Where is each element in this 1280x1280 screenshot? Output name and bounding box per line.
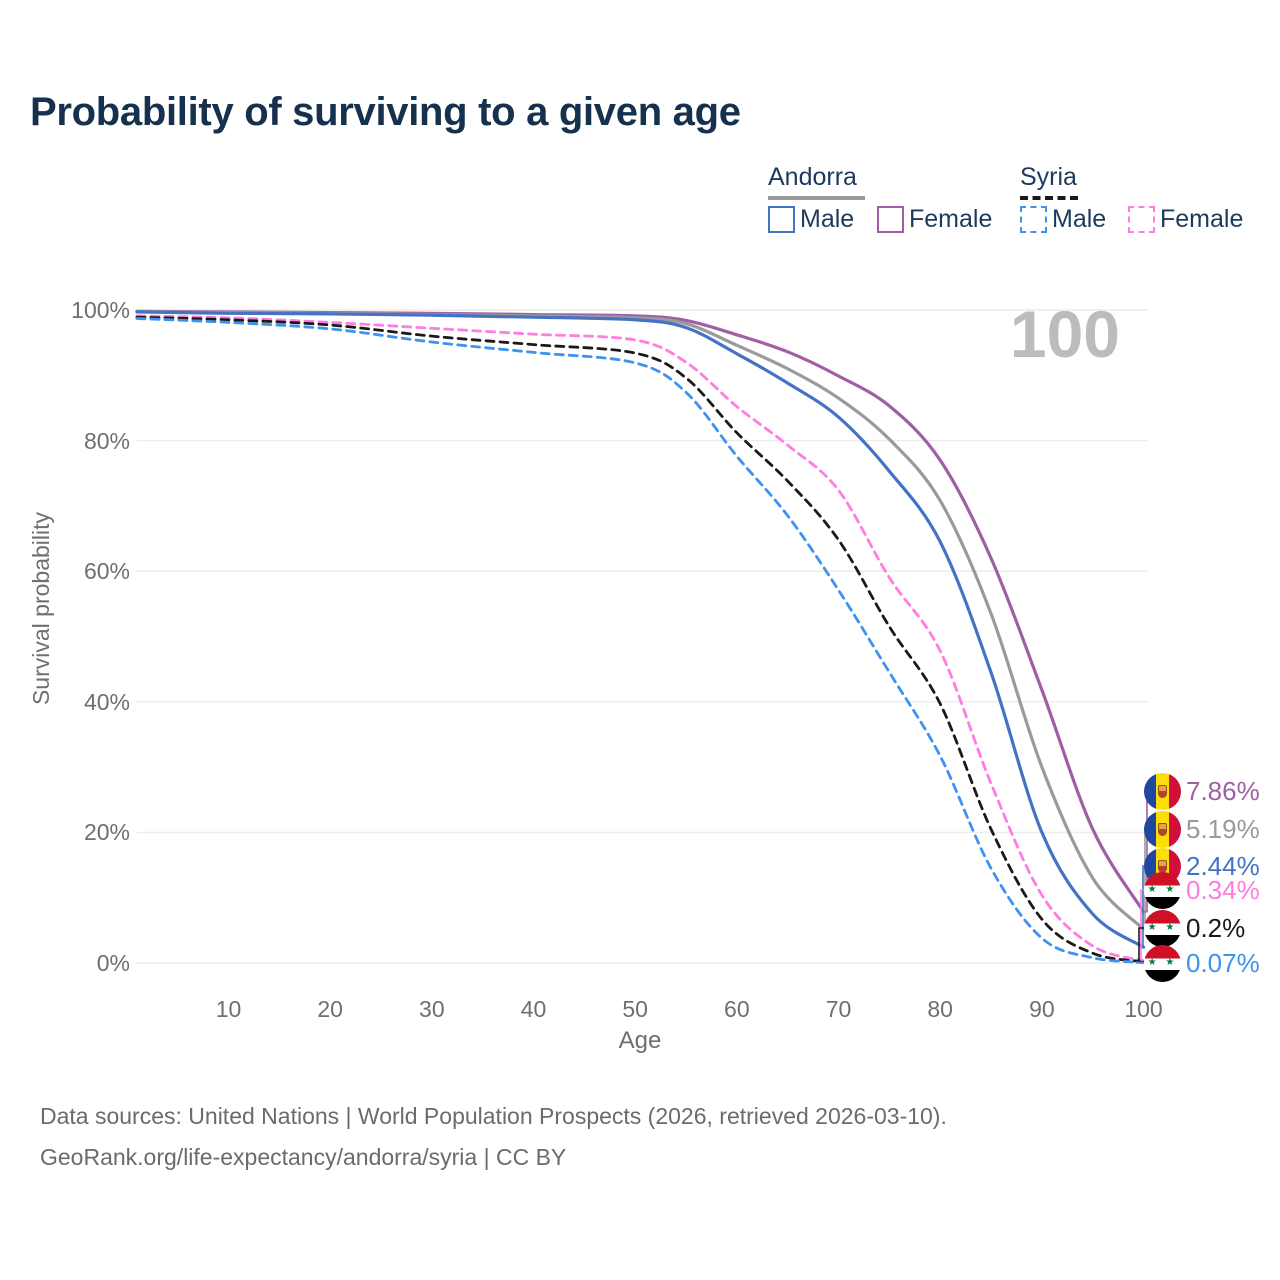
x-tick-50: 50 <box>622 996 648 1022</box>
legend-label-syria-female[interactable]: Female <box>1160 205 1244 233</box>
series-line-andorra-both <box>135 309 1146 931</box>
legend-country-andorra: Andorra <box>768 163 857 191</box>
andorra-coat-of-arms <box>1158 859 1167 873</box>
series-line-syria-both <box>135 315 1145 964</box>
series-line-andorra-male <box>135 310 1146 949</box>
andorra-flag-icon <box>1144 772 1181 810</box>
y-tick-100: 100% <box>71 297 130 323</box>
end-label-value-syria-male: 0.07% <box>1186 947 1260 978</box>
end-label-leader-andorra-both <box>1144 828 1146 930</box>
series-line-syria-female <box>135 314 1145 963</box>
attribution-text: GeoRank.org/life-expectancy/andorra/syri… <box>40 1144 567 1170</box>
syria-flag-stars: ★ ★ <box>1147 883 1178 895</box>
syria-flag-icon: ★ ★ <box>1144 944 1181 982</box>
y-tick-60: 60% <box>83 558 130 585</box>
x-tick-20: 20 <box>317 996 343 1022</box>
y-tick-80: 80% <box>83 427 130 454</box>
end-label-value-syria-both: 0.2% <box>1186 912 1246 943</box>
x-tick-60: 60 <box>724 996 750 1022</box>
page-title: Probability of surviving to a given age <box>30 90 741 134</box>
syria-flag-stars: ★ ★ <box>1147 956 1178 968</box>
x-axis-title: Age <box>618 1027 662 1054</box>
x-tick-40: 40 <box>520 996 547 1022</box>
x-tick-70: 70 <box>825 996 852 1022</box>
end-label-leader-andorra-male <box>1142 865 1144 948</box>
series-line-andorra-female <box>135 309 1146 914</box>
legend-label-andorra-female[interactable]: Female <box>909 205 993 233</box>
andorra-flag-icon <box>1144 810 1181 848</box>
x-tick-100: 100 <box>1124 996 1163 1022</box>
legend-checkbox-syria-female[interactable] <box>1128 206 1155 233</box>
andorra-coat-of-arms <box>1158 784 1167 798</box>
x-tick-90: 90 <box>1029 996 1055 1022</box>
x-tick-30: 30 <box>419 996 445 1022</box>
end-label-value-andorra-female: 7.86% <box>1186 775 1260 806</box>
legend-checkbox-andorra-male[interactable] <box>768 206 795 233</box>
end-label-value-syria-female: 0.34% <box>1186 874 1260 905</box>
legend-label-andorra-male[interactable]: Male <box>800 205 855 233</box>
syria-flag-icon: ★ ★ <box>1144 871 1181 909</box>
data-source-text: Data sources: United Nations | World Pop… <box>40 1103 947 1129</box>
x-tick-80: 80 <box>927 996 953 1022</box>
andorra-coat-of-arms <box>1158 822 1167 836</box>
x-tick-10: 10 <box>215 996 242 1022</box>
end-label-value-andorra-both: 5.19% <box>1186 813 1260 844</box>
end-label-leader-syria-male <box>1136 961 1144 964</box>
legend-checkbox-andorra-female[interactable] <box>877 206 904 233</box>
y-tick-0: 0% <box>96 950 130 976</box>
legend-label-syria-male[interactable]: Male <box>1052 205 1107 233</box>
y-tick-20: 20% <box>83 819 130 846</box>
end-label-leader-syria-female <box>1140 889 1144 962</box>
legend-country-syria: Syria <box>1020 163 1077 191</box>
legend-checkbox-syria-male[interactable] <box>1020 206 1047 233</box>
legend-linestyle-dashed <box>1020 196 1078 200</box>
legend-linestyle-solid <box>768 196 865 200</box>
y-tick-40: 40% <box>83 688 130 715</box>
syria-flag-stars: ★ ★ <box>1147 921 1178 933</box>
end-label-value-andorra-male: 2.44% <box>1186 850 1260 881</box>
y-axis-title: Survival probability <box>28 512 54 706</box>
syria-flag-icon: ★ ★ <box>1144 909 1181 947</box>
series-line-syria-male <box>135 317 1145 964</box>
